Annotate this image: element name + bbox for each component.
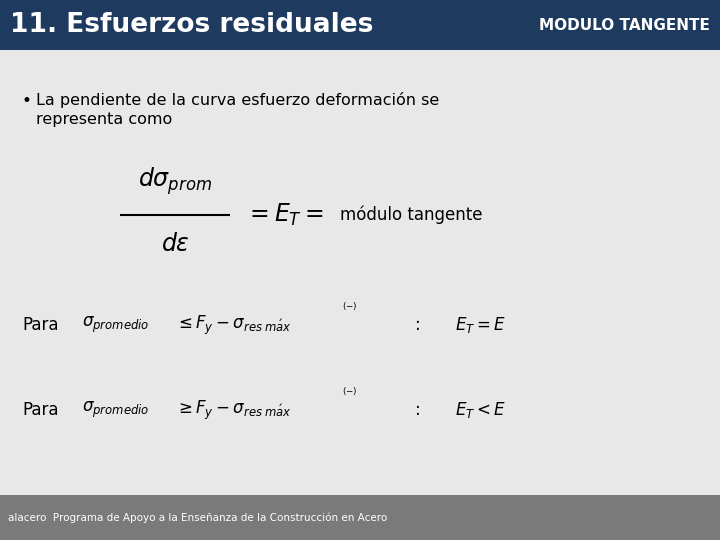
Text: módulo tangente: módulo tangente — [340, 206, 482, 224]
Text: $\sigma_{promedio}$: $\sigma_{promedio}$ — [82, 400, 150, 420]
Text: :: : — [415, 401, 420, 419]
Text: Para: Para — [22, 401, 58, 419]
Text: La pendiente de la curva esfuerzo deformación se: La pendiente de la curva esfuerzo deform… — [36, 92, 439, 108]
Text: alacero  Programa de Apoyo a la Enseñanza de la Construcción en Acero: alacero Programa de Apoyo a la Enseñanza… — [8, 512, 387, 523]
Text: $E_T < E$: $E_T < E$ — [455, 400, 506, 420]
Bar — [0, 495, 720, 540]
Text: $^{(-)}$: $^{(-)}$ — [342, 388, 358, 401]
Text: representa como: representa como — [36, 112, 172, 127]
Text: MODULO TANGENTE: MODULO TANGENTE — [539, 17, 710, 32]
Bar — [0, 0, 720, 50]
Text: $\sigma_{promedio}$: $\sigma_{promedio}$ — [82, 315, 150, 335]
Text: $\leq F_y - \sigma_{res\;m\acute{a}x}$: $\leq F_y - \sigma_{res\;m\acute{a}x}$ — [175, 313, 292, 336]
Text: $\geq F_y - \sigma_{res\;m\acute{a}x}$: $\geq F_y - \sigma_{res\;m\acute{a}x}$ — [175, 399, 292, 422]
Text: :: : — [415, 316, 420, 334]
Text: $d\varepsilon$: $d\varepsilon$ — [161, 233, 189, 256]
Text: 11. Esfuerzos residuales: 11. Esfuerzos residuales — [10, 12, 374, 38]
Text: Para: Para — [22, 316, 58, 334]
Text: $E_T = E$: $E_T = E$ — [455, 315, 506, 335]
Text: •: • — [22, 92, 32, 110]
Text: $= E_{T} =$: $= E_{T} =$ — [245, 202, 323, 228]
Text: $^{(-)}$: $^{(-)}$ — [342, 302, 358, 315]
Text: $d\sigma_{prom}$: $d\sigma_{prom}$ — [138, 165, 212, 197]
